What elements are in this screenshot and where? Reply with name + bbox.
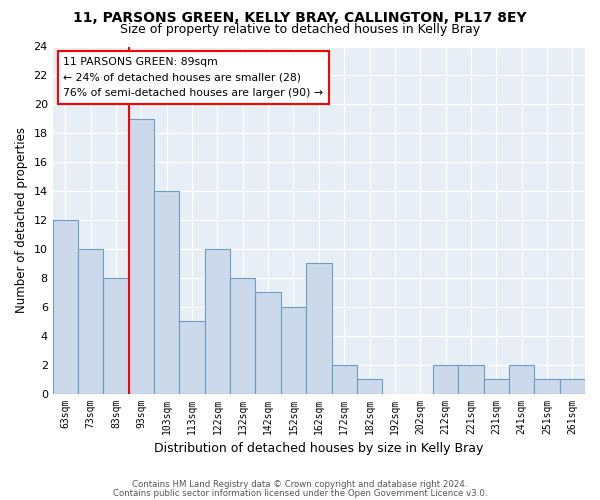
Text: Size of property relative to detached houses in Kelly Bray: Size of property relative to detached ho… [120,22,480,36]
Bar [179,322,205,394]
Bar [458,364,484,394]
Bar [230,278,256,394]
Text: 11, PARSONS GREEN, KELLY BRAY, CALLINGTON, PL17 8EY: 11, PARSONS GREEN, KELLY BRAY, CALLINGTO… [73,11,527,25]
Bar [154,191,179,394]
Bar [535,379,560,394]
Bar [560,379,585,394]
Bar [433,364,458,394]
Text: Contains public sector information licensed under the Open Government Licence v3: Contains public sector information licen… [113,488,487,498]
Bar [205,249,230,394]
X-axis label: Distribution of detached houses by size in Kelly Bray: Distribution of detached houses by size … [154,442,484,455]
Text: Contains HM Land Registry data © Crown copyright and database right 2024.: Contains HM Land Registry data © Crown c… [132,480,468,489]
Text: 11 PARSONS GREEN: 89sqm
← 24% of detached houses are smaller (28)
76% of semi-de: 11 PARSONS GREEN: 89sqm ← 24% of detache… [64,57,323,98]
Bar [103,278,129,394]
Bar [129,119,154,394]
Bar [78,249,103,394]
Bar [357,379,382,394]
Bar [281,307,306,394]
Y-axis label: Number of detached properties: Number of detached properties [15,127,28,313]
Bar [306,264,332,394]
Bar [484,379,509,394]
Bar [53,220,78,394]
Bar [256,292,281,394]
Bar [509,364,535,394]
Bar [332,364,357,394]
